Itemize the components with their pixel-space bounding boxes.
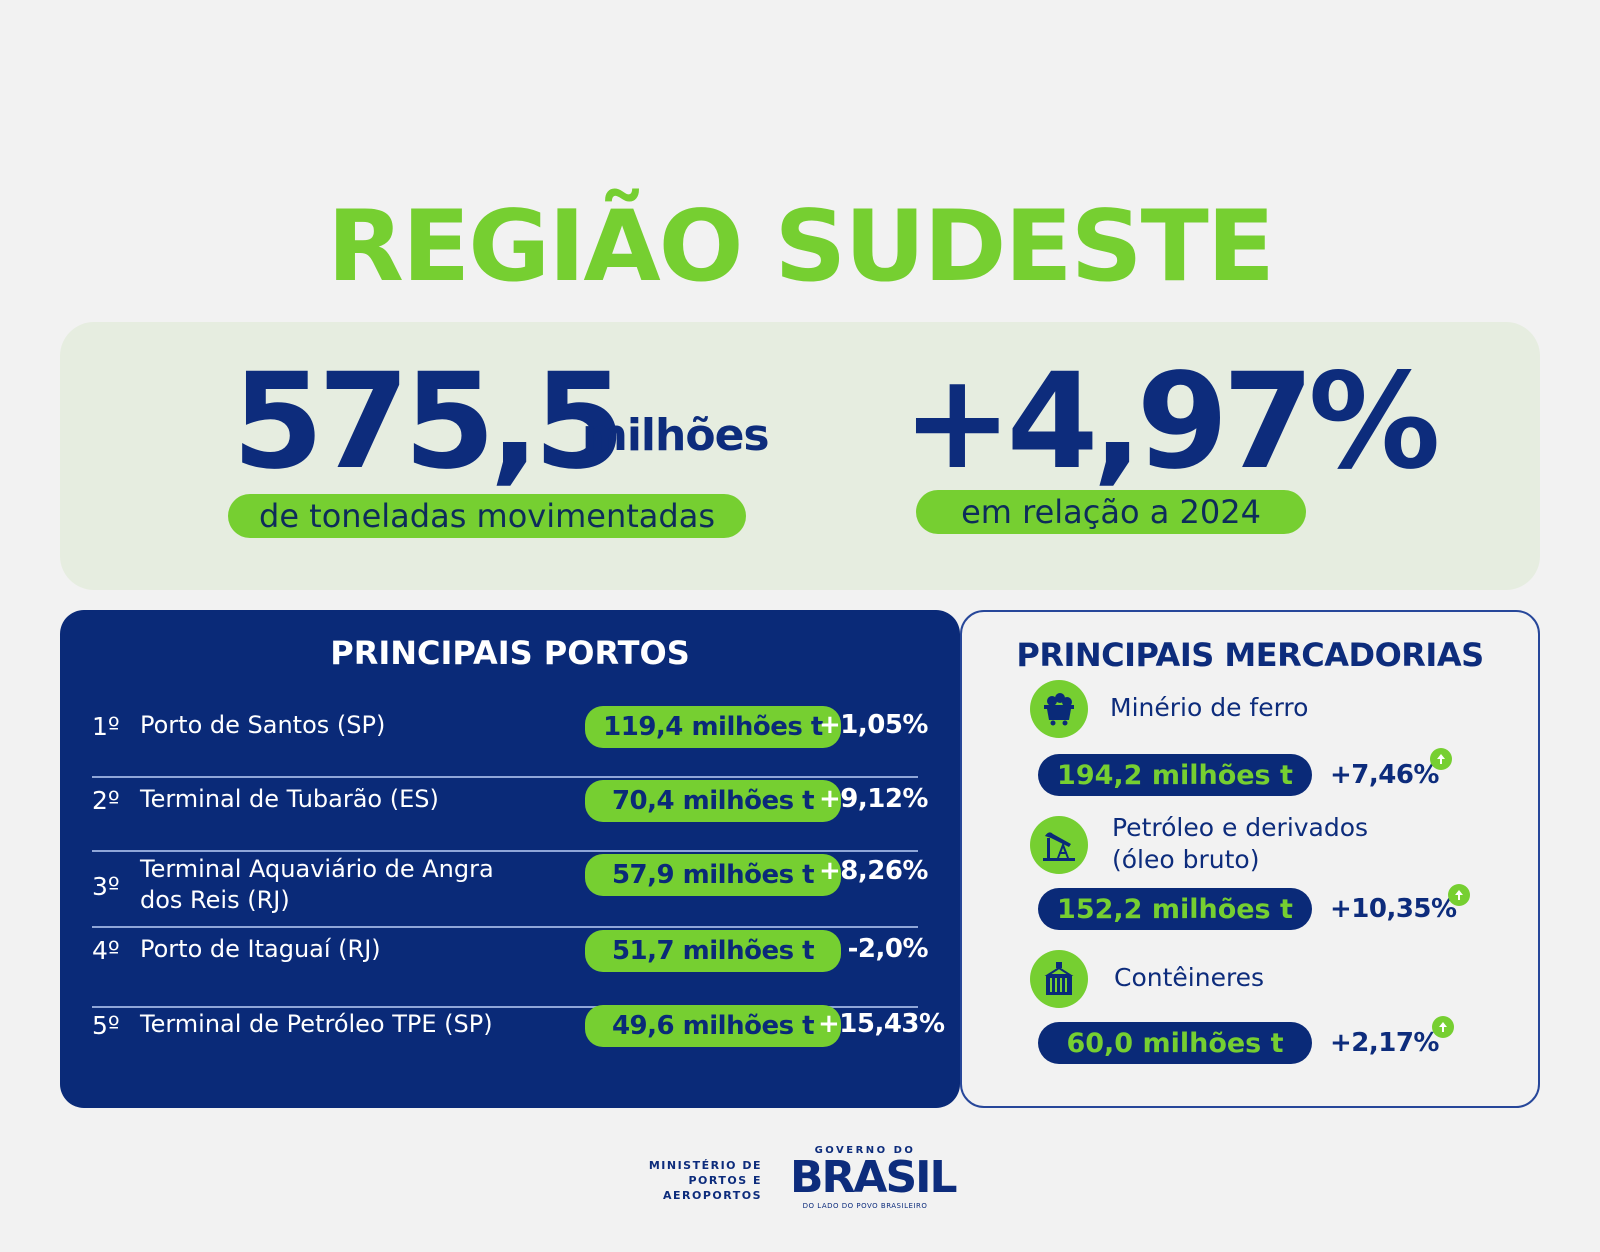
summary-panel: 575,5 milhões de toneladas movimentadas … [60,322,1540,590]
growth-value: +4,97% [902,345,1441,499]
port-rank: 2º [92,786,120,815]
port-name: Porto de Santos (SP) [140,711,386,739]
port-name: Terminal de Tubarão (ES) [140,785,439,813]
total-tonnage-label: de toneladas movimentadas [228,494,746,538]
ports-panel: PRINCIPAIS PORTOS 1º Porto de Santos (SP… [60,610,960,1108]
mine-cart-icon [1030,680,1088,738]
port-tonnage: 49,6 milhões t [585,1005,841,1047]
arrow-up-icon [1448,884,1470,906]
port-tonnage: 119,4 milhões t [585,706,841,748]
row-divider [92,1006,918,1008]
port-change: +9,12% [819,784,929,814]
good-tonnage: 152,2 milhões t [1038,888,1312,930]
port-rank: 3º [92,872,120,901]
good-change: +7,46% [1330,760,1440,790]
port-tonnage: 70,4 milhões t [585,780,841,822]
arrow-up-icon [1432,1016,1454,1038]
ports-title: PRINCIPAIS PORTOS [330,634,690,672]
gov-tagline: DO LADO DO POVO BRASILEIRO [802,1202,928,1210]
port-change: +15,43% [818,1009,945,1039]
ministry-line: AEROPORTOS [662,1189,762,1202]
good-tonnage: 194,2 milhões t [1038,754,1312,796]
page-title: REGIÃO SUDESTE [327,190,1275,304]
port-rank: 5º [92,1011,120,1040]
port-change: +1,05% [819,710,929,740]
good-change: +10,35% [1330,894,1457,924]
row-divider [92,776,918,778]
gov-top-text: GOVERNO DO [814,1145,916,1156]
port-row: 1º Porto de Santos (SP) 119,4 milhões t … [92,706,929,752]
port-name: Terminal Aquaviário de Angra dos Reis (R… [140,855,494,914]
good-label: Minério de ferro [1110,693,1309,722]
good-label-line2: (óleo bruto) [1112,845,1260,874]
port-rank: 4º [92,936,120,965]
good-tonnage: 60,0 milhões t [1038,1022,1312,1064]
good-change: +2,17% [1330,1028,1440,1058]
row-divider [92,926,918,928]
oil-pump-icon [1030,816,1088,874]
gov-brand: BRASIL [790,1152,958,1203]
good-label: Contêineres [1114,963,1265,992]
growth-label: em relação a 2024 [916,490,1306,534]
port-change: +8,26% [819,856,929,886]
container-icon [1030,950,1088,1008]
port-row: 2º Terminal de Tubarão (ES) 70,4 milhões… [92,780,929,826]
port-name: Porto de Itaguaí (RJ) [140,935,381,963]
port-row: 3º Terminal Aquaviário de Angra dos Reis… [92,854,929,924]
port-row: 5º Terminal de Petróleo TPE (SP) 49,6 mi… [92,1005,945,1051]
ministry-line: PORTOS E [688,1174,762,1187]
ministry-line: MINISTÉRIO DE [648,1159,762,1172]
good-label-line1: Petróleo e derivados [1112,813,1369,842]
government-logo: GOVERNO DO BRASIL DO LADO DO POVO BRASIL… [790,1145,958,1210]
port-change: -2,0% [847,934,929,964]
total-tonnage-unit: milhões [582,410,770,461]
port-tonnage: 57,9 milhões t [585,854,841,896]
row-divider [92,850,918,852]
port-rank: 1º [92,712,120,741]
port-row: 4º Porto de Itaguaí (RJ) 51,7 milhões t … [92,930,929,976]
goods-title: PRINCIPAIS MERCADORIAS [1016,636,1484,674]
total-tonnage-value: 575,5 [232,345,626,499]
ministry-logo: MINISTÉRIO DE PORTOS E AEROPORTOS [630,1158,762,1203]
port-name: Terminal de Petróleo TPE (SP) [140,1010,493,1038]
arrow-up-icon [1430,748,1452,770]
port-tonnage: 51,7 milhões t [585,930,841,972]
goods-panel: PRINCIPAIS MERCADORIAS Minério de ferro … [960,610,1540,1108]
